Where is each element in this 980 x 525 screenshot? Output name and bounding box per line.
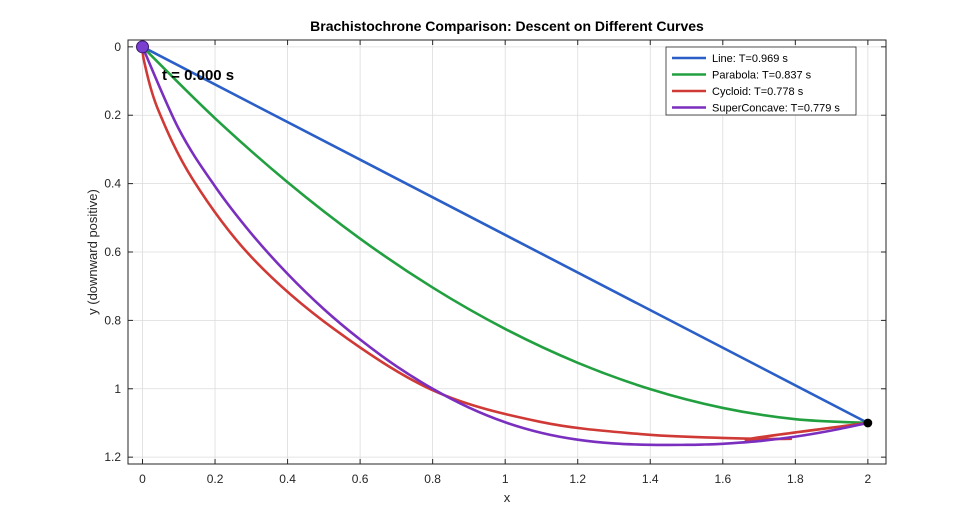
legend-label-cycloid: Cycloid: T=0.778 s	[712, 86, 804, 98]
series-line-line	[141, 45, 870, 425]
y-tick-label: 1	[114, 382, 121, 396]
time-annotation: t = 0.000 s	[162, 67, 234, 84]
series	[141, 45, 870, 447]
x-axis-label: x	[504, 490, 511, 505]
legend-label-line: Line: T=0.969 s	[712, 53, 788, 65]
y-tick-label: 0.2	[104, 108, 121, 122]
x-tick-label: 1	[502, 472, 509, 486]
x-tick-label: 1.4	[642, 472, 659, 486]
series-line-superconcave	[141, 45, 870, 447]
legend-label-parabola: Parabola: T=0.837 s	[712, 70, 812, 82]
x-tick-label: 1.6	[714, 472, 731, 486]
chart-title: Brachistochrone Comparison: Descent on D…	[310, 18, 704, 34]
x-tick-label: 0.4	[279, 472, 296, 486]
series-line-parabola	[141, 45, 870, 425]
x-tick-label: 0.8	[424, 472, 441, 486]
legend-label-superconcave: SuperConcave: T=0.779 s	[712, 103, 840, 115]
y-tick-label: 0.4	[104, 177, 121, 191]
markers	[136, 40, 873, 428]
legend: Line: T=0.969 s Parabola: T=0.837 s Cycloi…	[665, 46, 857, 116]
legend-entries: Line: T=0.969 s Parabola: T=0.837 s Cycloi…	[672, 53, 840, 115]
x-tick-label: 0	[139, 472, 146, 486]
ticks: 0 0.2 0.4 0.6 0.8 1 1.2 1.4 1.6 1.8 2 0 0.2 0.4 0.6 0.8…	[104, 40, 886, 486]
x-tick-label: 0.6	[352, 472, 369, 486]
x-tick-label: 1.2	[569, 472, 586, 486]
bead-marker	[136, 40, 150, 54]
x-tick-label: 1.8	[787, 472, 804, 486]
x-tick-label: 0.2	[207, 472, 224, 486]
y-tick-label: 1.2	[104, 450, 121, 464]
end-point-marker	[863, 418, 873, 428]
y-tick-label: 0	[114, 40, 121, 54]
x-tick-label: 2	[865, 472, 872, 486]
y-axis-label: y (downward positive)	[85, 189, 100, 315]
y-tick-label: 0.8	[104, 313, 121, 327]
y-tick-label: 0.6	[104, 245, 121, 259]
